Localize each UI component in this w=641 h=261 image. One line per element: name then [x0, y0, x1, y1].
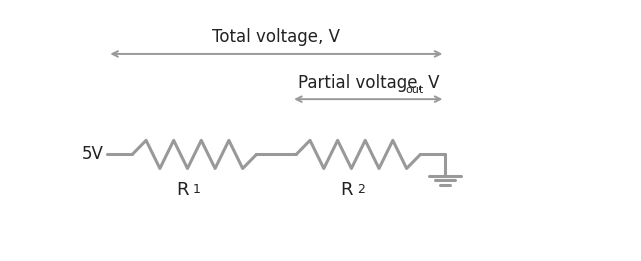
Text: Total voltage, V: Total voltage, V	[212, 28, 340, 46]
Text: Partial voltage, V: Partial voltage, V	[297, 74, 439, 92]
Text: out: out	[406, 85, 424, 95]
Text: R: R	[176, 181, 188, 199]
Text: 5V: 5V	[81, 145, 103, 163]
Text: 1: 1	[193, 183, 201, 196]
Text: 2: 2	[357, 183, 365, 196]
Text: R: R	[340, 181, 353, 199]
